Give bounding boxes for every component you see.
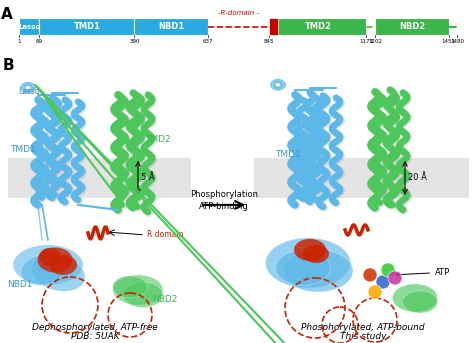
Bar [254,158,469,198]
Circle shape [381,263,395,277]
Text: PDB: 5UAK: PDB: 5UAK [71,332,119,342]
Text: TMD2: TMD2 [304,22,331,31]
Text: This study: This study [340,332,386,342]
Text: ATP: ATP [396,268,450,277]
Text: -R-domain -: -R-domain - [218,10,259,16]
Circle shape [368,285,382,299]
Circle shape [363,268,377,282]
Ellipse shape [303,245,329,263]
Ellipse shape [31,255,85,291]
Ellipse shape [392,284,438,312]
Circle shape [376,275,390,289]
Text: Lasso: Lasso [18,24,40,29]
Text: 1: 1 [18,39,21,44]
Circle shape [388,271,402,285]
Text: Dephosphorylated, ATP-free: Dephosphorylated, ATP-free [32,323,158,332]
Bar [269,19,366,35]
Text: Phosphorylated, ATP-bound: Phosphorylated, ATP-bound [301,323,425,332]
Bar [8,158,191,198]
Ellipse shape [275,250,330,285]
Text: 1173: 1173 [359,39,374,44]
Text: 637: 637 [202,39,213,44]
Text: TMD2: TMD2 [145,135,171,144]
Text: A: A [1,7,13,22]
Bar [135,19,208,35]
Ellipse shape [37,247,73,272]
Text: B: B [3,58,15,73]
Text: 390: 390 [129,39,140,44]
Ellipse shape [265,238,350,288]
Text: Lasso: Lasso [18,87,40,96]
Ellipse shape [39,248,61,266]
Text: 5 Å: 5 Å [141,173,155,182]
Text: 20 Å: 20 Å [408,173,427,182]
Bar [375,19,449,35]
Ellipse shape [21,255,65,285]
Text: R domain: R domain [147,230,183,239]
Text: 1451: 1451 [442,39,456,44]
Ellipse shape [283,250,353,292]
Text: NBD2: NBD2 [399,22,425,31]
Ellipse shape [123,282,163,307]
Ellipse shape [112,276,147,298]
Text: TMD1: TMD1 [10,145,36,154]
Text: TMD1: TMD1 [275,150,301,159]
Text: ATP-binding: ATP-binding [199,202,249,211]
Ellipse shape [49,255,77,275]
Text: NBD1: NBD1 [7,281,33,289]
Text: 69: 69 [36,39,43,44]
Text: 1202: 1202 [368,39,382,44]
Bar [269,19,278,35]
Text: Phosphorylation: Phosphorylation [190,190,258,199]
Ellipse shape [294,239,326,261]
Ellipse shape [402,291,438,313]
Text: NBD2: NBD2 [152,295,178,305]
Text: TMD1: TMD1 [73,22,100,31]
Text: NBD1: NBD1 [158,22,184,31]
Ellipse shape [113,275,163,305]
Ellipse shape [13,245,83,285]
Bar [19,19,39,35]
Text: 1480: 1480 [450,39,465,44]
Bar [39,19,135,35]
Text: 845: 845 [264,39,274,44]
